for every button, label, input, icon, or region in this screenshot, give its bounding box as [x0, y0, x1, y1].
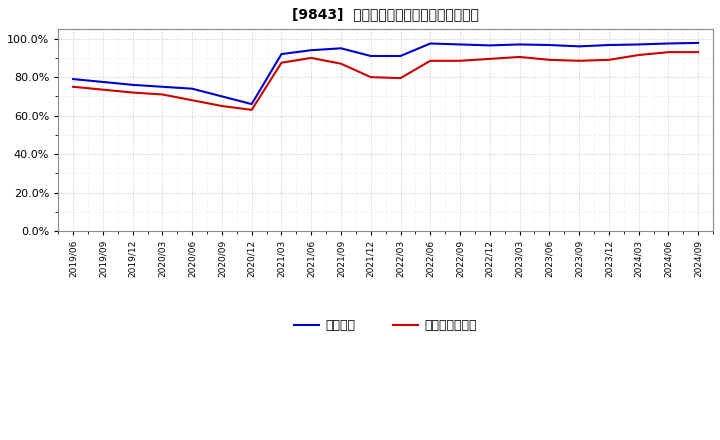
固定比率	[516, 42, 524, 47]
固定長期適合率	[277, 60, 286, 66]
固定比率	[426, 41, 435, 46]
固定長期適合率	[188, 98, 197, 103]
固定比率	[634, 42, 643, 47]
固定比率	[694, 40, 703, 46]
Line: 固定比率: 固定比率	[73, 43, 698, 104]
固定比率	[396, 53, 405, 59]
固定比率	[545, 42, 554, 48]
固定比率	[158, 84, 167, 89]
固定長期適合率	[694, 50, 703, 55]
固定長期適合率	[456, 58, 464, 63]
固定比率	[277, 51, 286, 57]
Legend: 固定比率, 固定長期適合率: 固定比率, 固定長期適合率	[289, 314, 482, 337]
固定比率	[248, 102, 256, 107]
固定比率	[128, 82, 137, 88]
固定長期適合率	[307, 55, 315, 61]
固定比率	[217, 94, 226, 99]
固定比率	[337, 46, 346, 51]
固定長期適合率	[575, 58, 583, 63]
Title: [9843]  固定比率、固定長期適合率の推移: [9843] 固定比率、固定長期適合率の推移	[292, 7, 479, 21]
固定長期適合率	[337, 61, 346, 66]
固定比率	[456, 42, 464, 47]
固定長期適合率	[396, 76, 405, 81]
固定長期適合率	[664, 50, 672, 55]
固定長期適合率	[128, 90, 137, 95]
固定長期適合率	[217, 103, 226, 109]
固定比率	[605, 42, 613, 48]
固定比率	[188, 86, 197, 92]
固定長期適合率	[605, 57, 613, 62]
固定比率	[69, 77, 78, 82]
固定比率	[575, 44, 583, 49]
固定長期適合率	[634, 52, 643, 58]
固定比率	[307, 48, 315, 53]
固定長期適合率	[516, 54, 524, 59]
固定長期適合率	[545, 57, 554, 62]
固定長期適合率	[248, 107, 256, 113]
固定長期適合率	[69, 84, 78, 89]
固定比率	[366, 53, 375, 59]
固定長期適合率	[99, 87, 107, 92]
固定長期適合率	[366, 74, 375, 80]
固定比率	[99, 79, 107, 84]
固定比率	[485, 43, 494, 48]
固定長期適合率	[485, 56, 494, 62]
固定長期適合率	[158, 92, 167, 97]
Line: 固定長期適合率: 固定長期適合率	[73, 52, 698, 110]
固定長期適合率	[426, 58, 435, 63]
固定比率	[664, 41, 672, 46]
